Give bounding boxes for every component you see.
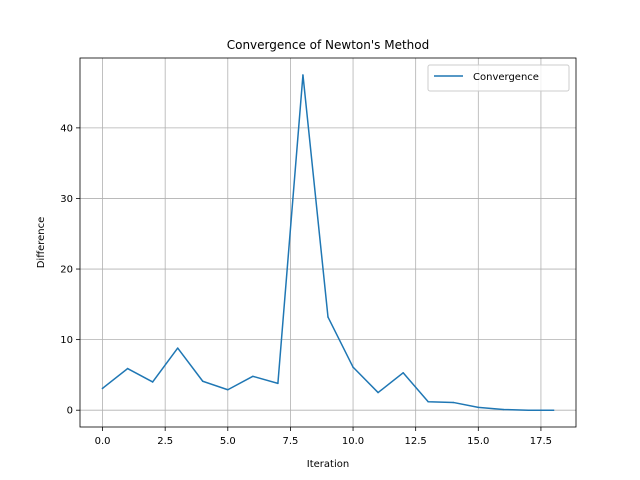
data-point-0-1 xyxy=(126,367,129,370)
y-tick-label-3: 30 xyxy=(60,194,73,205)
x-tick-label-1: 2.5 xyxy=(157,436,173,447)
x-tick-label-6: 15.0 xyxy=(467,436,489,447)
data-point-0-6 xyxy=(252,375,254,378)
data-point-0-0 xyxy=(101,387,104,390)
data-point-0-8 xyxy=(302,74,304,76)
data-point-0-11 xyxy=(377,391,379,394)
data-point-0-10 xyxy=(352,366,354,368)
data-point-0-16 xyxy=(502,408,505,411)
legend-box xyxy=(427,64,570,92)
grid xyxy=(80,58,576,427)
y-tick-label-1: 10 xyxy=(60,335,73,346)
data-point-0-2 xyxy=(151,381,154,383)
data-point-0-15 xyxy=(477,406,480,409)
data-point-0-3 xyxy=(176,347,179,349)
chart-title: Convergence of Newton's Method xyxy=(227,38,430,52)
data-point-0-13 xyxy=(427,400,429,403)
x-tick-label-5: 12.5 xyxy=(405,436,427,447)
data-point-0-17 xyxy=(527,409,530,411)
x-axis-ticks: 0.0 2.5 5.0 7.5 10.0 12.5 15.0 17.5 xyxy=(95,427,552,447)
series-layer xyxy=(101,74,555,411)
plot-frame xyxy=(79,57,577,428)
x-tick-label-4: 10.0 xyxy=(342,436,364,447)
data-point-0-5 xyxy=(227,388,229,391)
data-point-0-4 xyxy=(201,380,204,383)
y-tick-label-2: 20 xyxy=(60,265,73,276)
legend-label-convergence: Convergence xyxy=(473,72,539,83)
legend: Convergence xyxy=(427,64,570,92)
data-point-0-7 xyxy=(277,382,279,385)
y-tick-label-4: 40 xyxy=(60,123,73,134)
data-point-0-18 xyxy=(552,409,555,411)
y-tick-label-0: 0 xyxy=(67,406,73,417)
x-tick-label-2: 5.0 xyxy=(220,436,236,447)
data-point-0-14 xyxy=(452,401,455,404)
data-point-0-9 xyxy=(327,316,329,318)
data-point-0-12 xyxy=(402,372,404,374)
y-axis-ticks: 0 10 20 30 40 xyxy=(60,123,80,417)
x-tick-label-3: 7.5 xyxy=(282,436,298,447)
x-tick-label-7: 17.5 xyxy=(530,436,552,447)
x-axis-label: Iteration xyxy=(307,459,349,470)
y-axis-label: Difference xyxy=(36,217,47,269)
x-tick-label-0: 0.0 xyxy=(95,436,111,447)
